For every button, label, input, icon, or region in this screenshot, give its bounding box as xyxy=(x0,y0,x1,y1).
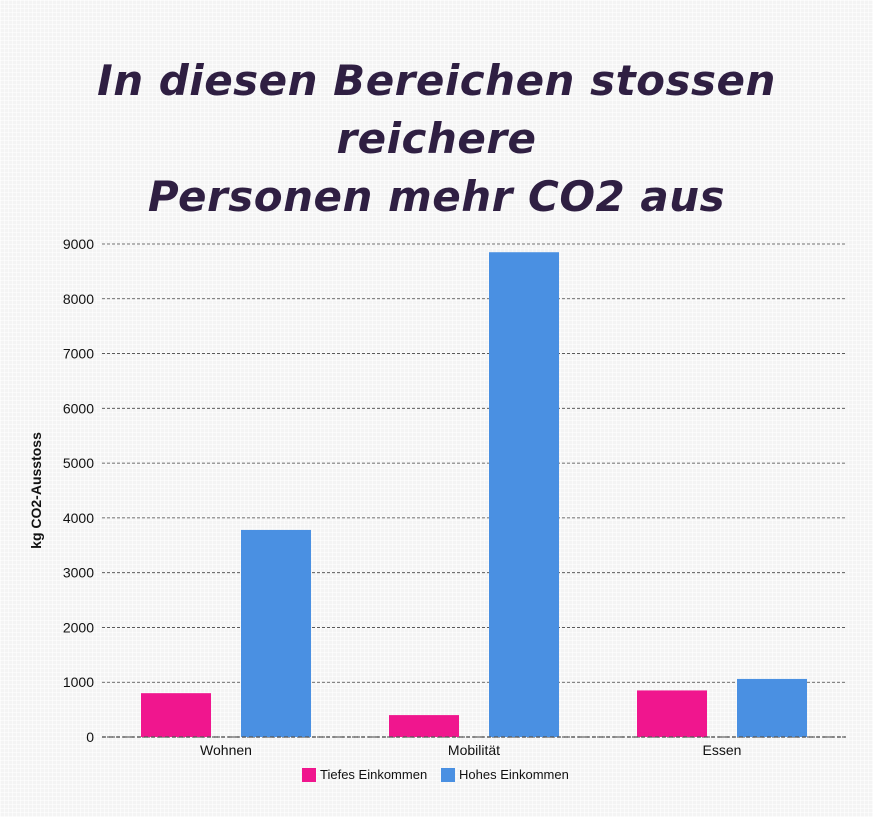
y-tick-label: 5000 xyxy=(63,455,94,471)
category-labels: Wohnen Mobilität Essen xyxy=(200,742,741,758)
legend-label: Tiefes Einkommen xyxy=(320,767,427,782)
bar-hohes-0 xyxy=(241,529,311,737)
chart-title-line-2: Personen mehr CO2 aus xyxy=(147,172,726,221)
bars xyxy=(102,252,846,738)
x-category-label: Essen xyxy=(703,742,742,758)
x-category-label: Mobilität xyxy=(448,742,500,758)
y-tick-label: 2000 xyxy=(63,619,94,635)
bar-hohes-2 xyxy=(737,678,807,737)
y-tick-label: 0 xyxy=(86,729,94,745)
y-tick-label: 7000 xyxy=(63,346,94,362)
y-tick-label: 3000 xyxy=(63,565,94,581)
y-tick-label: 4000 xyxy=(63,510,94,526)
y-axis-title: kg CO2-Ausstoss xyxy=(28,432,44,549)
y-tick-label: 1000 xyxy=(63,674,94,690)
y-tick-label: 6000 xyxy=(63,400,94,416)
y-tick-label: 9000 xyxy=(63,236,94,252)
legend-swatch xyxy=(441,768,455,782)
bar-hohes-1 xyxy=(489,252,559,737)
bar-tiefes-2 xyxy=(637,690,707,737)
chart-title: In diesen Bereichen stossen reichere Per… xyxy=(0,52,873,226)
y-tick-labels: 0 1000 2000 3000 4000 5000 6000 7000 8000 9000 xyxy=(63,236,94,745)
x-category-label: Wohnen xyxy=(200,742,252,758)
bar-tiefes-1 xyxy=(389,715,459,737)
grid-lines xyxy=(102,243,846,738)
legend-label: Hohes Einkommen xyxy=(459,767,569,782)
y-tick-label: 8000 xyxy=(63,291,94,307)
chart-title-line-1: In diesen Bereichen stossen reichere xyxy=(97,56,776,163)
legend-swatch xyxy=(302,768,316,782)
bar-tiefes-0 xyxy=(141,693,211,737)
legend: Tiefes Einkommen Hohes Einkommen xyxy=(302,767,569,782)
